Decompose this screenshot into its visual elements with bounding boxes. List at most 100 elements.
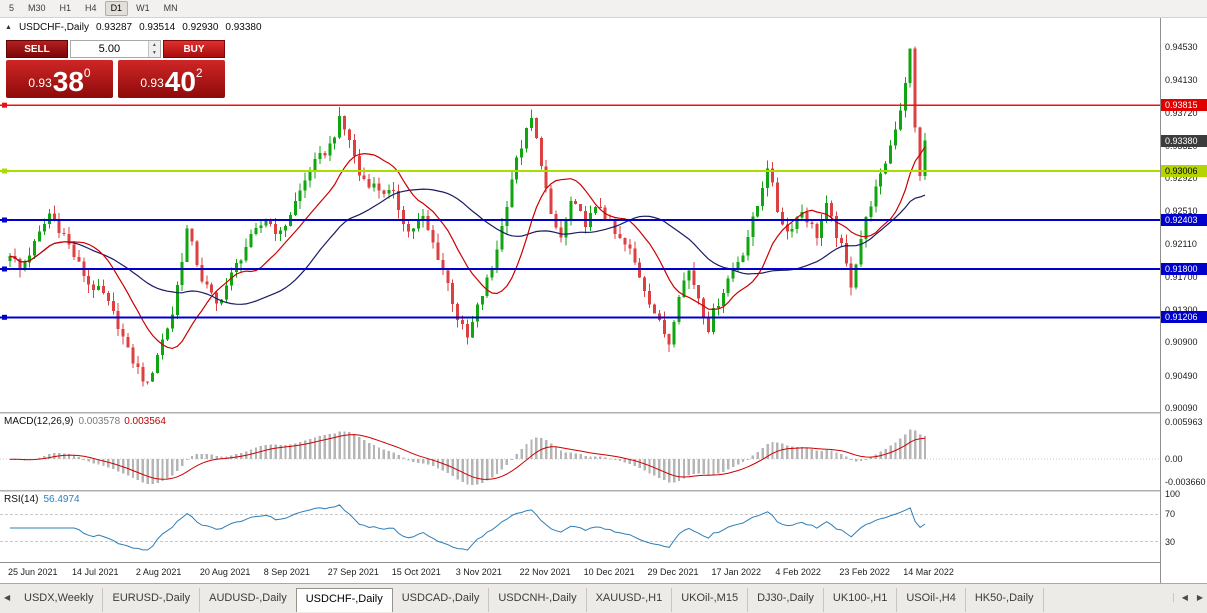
sell-price-big: 38: [52, 66, 84, 97]
buy-button[interactable]: BUY: [163, 40, 225, 58]
tab-usoil-h4[interactable]: USOil-,H4: [897, 588, 966, 612]
price-axis-label: 0.91300: [1165, 304, 1198, 315]
date-label: 4 Feb 2022: [775, 567, 821, 577]
tab-hk50-daily[interactable]: HK50-,Daily: [966, 588, 1044, 612]
date-label: 14 Jul 2021: [72, 567, 119, 577]
timeframe-button-5[interactable]: 5: [9, 3, 15, 13]
panel-separator-rsi[interactable]: [0, 490, 1207, 492]
volume-box: ▲ ▼: [70, 40, 161, 58]
sell-quote-button[interactable]: 0.93 38 0: [6, 60, 113, 98]
price-axis-label: 0.93720: [1165, 107, 1198, 118]
price-axis-label: 0.94530: [1165, 42, 1198, 53]
price-badge: 0.93815: [1161, 99, 1207, 112]
fast-ma-line: [9, 146, 926, 350]
rsi-axis-label: 100: [1165, 489, 1181, 499]
macd-signal-line: [10, 434, 926, 480]
buy-price-prefix: 0.93: [140, 76, 164, 90]
volume-spinner-down-icon[interactable]: ▼: [148, 49, 160, 57]
sell-button[interactable]: SELL: [6, 40, 68, 58]
tab-usdchf-daily[interactable]: USDCHF-,Daily: [295, 588, 393, 612]
hline-handle[interactable]: [2, 102, 7, 108]
tab-usdcad-daily[interactable]: USDCAD-,Daily: [393, 588, 490, 612]
date-label: 20 Aug 2021: [199, 567, 251, 577]
ohlc-close: 0.93380: [225, 22, 262, 33]
macd-axis-label: -0.003660: [1165, 477, 1206, 487]
timeframe-button-m30[interactable]: M30: [28, 3, 46, 13]
tabs-scroll-prev-icon[interactable]: ◀: [1181, 593, 1188, 602]
tab-usdcnh-daily[interactable]: USDCNH-,Daily: [489, 588, 587, 612]
slow-ma-line: [9, 188, 926, 305]
tab-ukoil-m15[interactable]: UKOil-,M15: [672, 588, 749, 612]
price-axis-label: 0.90090: [1165, 403, 1198, 413]
price-axis[interactable]: 0.945300.941300.937200.933200.929200.925…: [1160, 18, 1207, 584]
date-label: 17 Jan 2022: [711, 567, 762, 577]
price-badge: 0.91206: [1161, 311, 1207, 324]
tabs-scroll-next-icon[interactable]: ▶: [1196, 593, 1203, 602]
timeframe-button-d1[interactable]: D1: [104, 1, 129, 16]
one-click-toggle-icon[interactable]: ▲: [5, 24, 12, 31]
timeframe-button-h4[interactable]: H4: [85, 3, 97, 13]
hline-handle[interactable]: [2, 314, 7, 320]
volume-spinner: ▲ ▼: [147, 41, 160, 57]
rsi-chart[interactable]: [0, 492, 1161, 562]
rsi-value: 56.4974: [43, 494, 80, 505]
rsi-name: RSI(14): [4, 494, 39, 505]
price-axis-label: 0.92510: [1165, 206, 1198, 217]
volume-input[interactable]: [71, 41, 148, 57]
ohlc-open: 0.93287: [95, 22, 133, 33]
tabs-scroll-right-group: ◀ ▶: [1172, 593, 1203, 602]
price-axis-label: 0.92110: [1165, 238, 1197, 249]
chart-title: USDCHF-,Daily: [18, 22, 89, 33]
tabs-scroll-left-icon[interactable]: ◀: [4, 593, 11, 602]
ohlc-low: 0.92930: [182, 22, 219, 33]
sell-price-pip: 0: [83, 66, 91, 80]
macd-chart[interactable]: [0, 414, 1161, 490]
hline-handle[interactable]: [2, 266, 7, 272]
macd-panel[interactable]: MACD(12,26,9) 0.003578 0.003564: [0, 414, 1161, 490]
chart-tab-bar: ◀ USDX,Weekly EURUSD-,Daily AUDUSD-,Daily U…: [0, 583, 1207, 613]
timeframe-button-mn[interactable]: MN: [163, 3, 178, 13]
price-axis-label: 0.90900: [1165, 337, 1198, 348]
volume-spinner-up-icon[interactable]: ▲: [148, 41, 160, 49]
buy-quote-button[interactable]: 0.93 40 2: [118, 60, 225, 98]
rsi-line: [10, 504, 926, 551]
rsi-svg[interactable]: [0, 492, 1161, 562]
price-axis-label: 0.94130: [1165, 74, 1198, 85]
timeframe-button-h1[interactable]: H1: [59, 3, 72, 13]
timeframe-button-w1[interactable]: W1: [136, 3, 150, 13]
panel-separator-macd[interactable]: [0, 412, 1207, 414]
date-label: 10 Dec 2021: [583, 567, 635, 577]
rsi-axis-label: 30: [1165, 536, 1176, 547]
macd-signal-value: 0.003564: [124, 416, 166, 427]
candlestick-chart[interactable]: [0, 18, 1161, 412]
timeframe-toolbar: 5 M30 H1 H4 D1 W1 MN: [0, 0, 1207, 18]
price-axis-label: 0.90490: [1165, 370, 1198, 381]
hline-handle[interactable]: [2, 168, 7, 174]
macd-axis-label: 0.005963: [1165, 417, 1203, 427]
tab-eurusd-daily[interactable]: EURUSD-,Daily: [103, 588, 201, 612]
date-label: 15 Oct 2021: [391, 567, 441, 577]
tab-xauusd-h1[interactable]: XAUUSD-,H1: [587, 588, 673, 612]
tab-usdx-weekly[interactable]: USDX,Weekly: [15, 588, 104, 612]
sell-price-prefix: 0.93: [28, 76, 52, 90]
tab-dj30-daily[interactable]: DJ30-,Daily: [748, 588, 824, 612]
macd-main-value: 0.003578: [78, 416, 121, 427]
main-chart-panel[interactable]: ▲ USDCHF-,Daily 0.93287 0.93514 0.92930 …: [0, 18, 1161, 412]
time-axis[interactable]: 25 Jun 2021 14 Jul 2021 2 Aug 2021 20 Aug 2…: [0, 562, 1161, 585]
main-chart-svg[interactable]: [0, 18, 1161, 412]
ohlc-high: 0.93514: [139, 22, 176, 33]
chart-symbol-header: ▲ USDCHF-,Daily 0.93287 0.93514 0.92930 …: [5, 22, 262, 33]
tab-audusd-daily[interactable]: AUDUSD-,Daily: [200, 588, 297, 612]
price-badge: 0.93006: [1161, 165, 1207, 177]
price-badge: 0.91800: [1161, 263, 1207, 275]
price-badge: 0.93380: [1161, 134, 1207, 147]
chart-window: ▲ USDCHF-,Daily 0.93287 0.93514 0.92930 …: [0, 18, 1207, 585]
macd-label: MACD(12,26,9) 0.003578 0.003564: [4, 416, 166, 427]
rsi-panel[interactable]: RSI(14) 56.4974: [0, 492, 1161, 562]
hline-handle[interactable]: [2, 217, 7, 223]
date-label: 8 Sep 2021: [263, 567, 310, 577]
tab-uk100-h1[interactable]: UK100-,H1: [824, 588, 898, 612]
macd-svg[interactable]: [0, 414, 1161, 490]
macd-axis-label: 0.00: [1165, 454, 1183, 465]
price-axis-label: 0.91700: [1165, 272, 1198, 283]
